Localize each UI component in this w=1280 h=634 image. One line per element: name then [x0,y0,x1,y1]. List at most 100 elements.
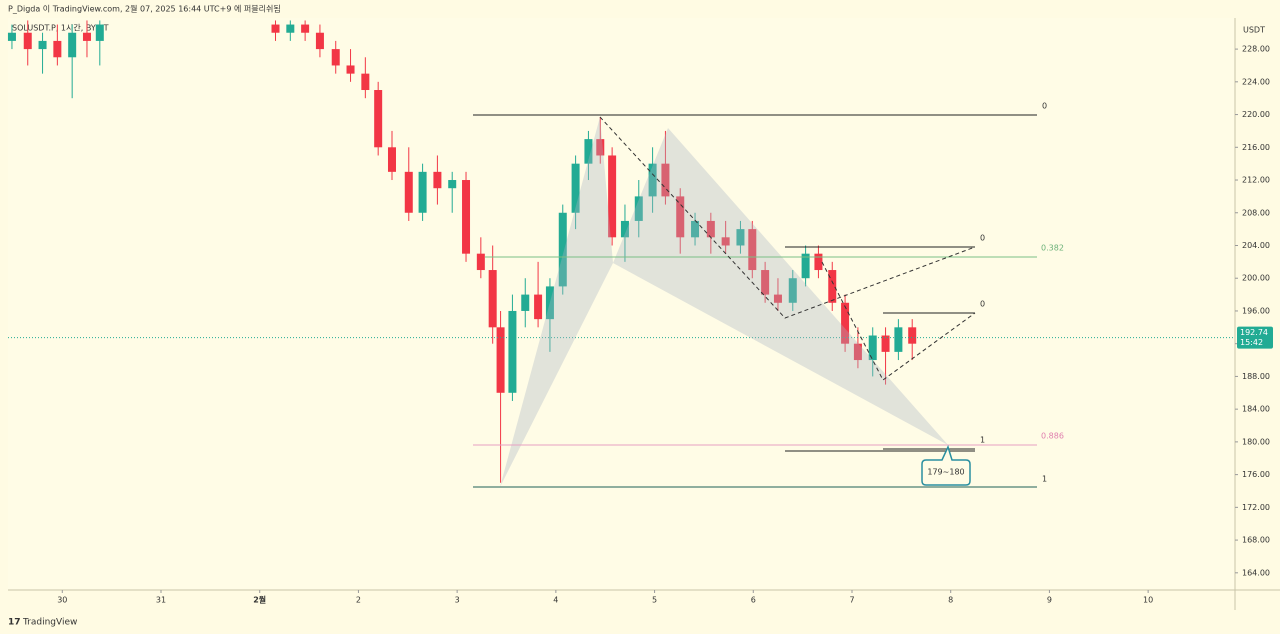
candle-body [476,253,485,271]
x-tick-label: 3 [455,596,460,605]
candle-body [346,65,355,74]
candle-body [620,220,629,238]
candle-body [448,180,457,189]
candle-body [596,139,605,156]
x-tick-label: 4 [553,596,558,605]
level-label: 1 [980,436,985,445]
level-label: 0 [980,300,985,309]
level-label: 0 [1042,102,1047,111]
last-price: 192.74 [1240,328,1268,337]
candle-body [868,335,877,361]
candle-body [404,171,413,213]
pattern-fill [500,117,613,487]
y-tick-label: 208.00 [1242,208,1270,217]
x-tick-label: 9 [1047,596,1052,605]
candle-body [53,40,62,58]
candle-body [691,220,700,238]
candle-body [761,270,770,295]
candle-body [608,155,617,238]
dashed-line [821,261,976,381]
candle-body [676,196,685,238]
x-tick-label: 2월 [253,595,266,605]
fib-label: 0.886 [1041,432,1064,441]
pattern-fill [613,128,948,445]
candle-body [462,180,471,254]
candle-body [95,24,104,41]
candle-body [271,24,280,33]
candle-body [558,212,567,287]
candle-body [841,302,850,344]
candle-body [908,327,917,344]
dashed-line [599,116,976,319]
candle-body [721,237,730,246]
y-tick-label: 164.00 [1242,568,1270,577]
y-tick-label: 200.00 [1242,274,1270,283]
y-tick-label: 172.00 [1242,503,1270,512]
countdown: 15:42 [1240,338,1263,347]
candle-body [7,32,16,41]
fib-label: 0.382 [1041,244,1064,253]
x-tick-label: 5 [652,596,657,605]
candle-body [894,327,903,352]
callout [921,444,971,486]
x-tick-label: 2 [356,596,361,605]
candle-body [584,139,593,164]
level-label: 1 [1042,475,1047,484]
candle-body [706,220,715,238]
candle-body [736,229,745,246]
candle-body [23,32,32,50]
candle-body [315,32,324,50]
candle-body [82,32,91,41]
y-tick-label: 220.00 [1242,110,1270,119]
candle-body [433,171,442,189]
candle-body [801,253,810,279]
y-tick-label: 188.00 [1242,372,1270,381]
candle-body [881,335,890,352]
level-label: 0 [980,234,985,243]
symbol: SOLUSDT.P, 1시간, BYBIT [12,23,109,33]
candle-body [488,270,497,328]
y-tick-label: 216.00 [1242,143,1270,152]
y-tick-label: 224.00 [1242,77,1270,86]
logo-mark: 𝟭𝟳 [8,618,21,628]
y-tick-label: 212.00 [1242,176,1270,185]
candle-body [571,163,580,213]
y-tick-label: 204.00 [1242,241,1270,250]
callout-label: 179~180 [927,468,964,477]
header: P_Digda 이 TradingView.com, 2월 07, 2025 1… [8,4,281,14]
candle-body [38,40,47,50]
y-tick-label: 176.00 [1242,470,1270,479]
x-tick-label: 7 [849,596,854,605]
candle-body [634,196,643,221]
candle-body [748,229,757,271]
x-tick-label: 6 [751,596,756,605]
pane [8,18,1235,590]
candle-body [828,270,837,303]
currency: USDT [1243,26,1265,35]
footer: TradingView [22,618,77,628]
y-tick-label: 184.00 [1242,405,1270,414]
candle-body [508,310,517,393]
candle-body [661,163,670,197]
x-tick-label: 10 [1143,596,1153,605]
candle-body [361,73,370,91]
candle-body [814,253,823,271]
candle-body [387,147,396,172]
candle-body [648,163,657,197]
y-tick-label: 180.00 [1242,437,1270,446]
candle-body [496,327,505,393]
candle-body [534,294,543,320]
candle-body [545,286,554,320]
last-price-box [1237,326,1273,349]
candle-body [331,49,340,66]
y-tick-label: 228.00 [1242,45,1270,54]
x-tick-label: 8 [948,596,953,605]
x-tick-label: 30 [57,596,67,605]
candle-body [374,90,383,148]
candles [7,20,917,483]
candle-body [418,171,427,213]
x-tick-label: 31 [156,596,166,605]
y-tick-label: 168.00 [1242,536,1270,545]
